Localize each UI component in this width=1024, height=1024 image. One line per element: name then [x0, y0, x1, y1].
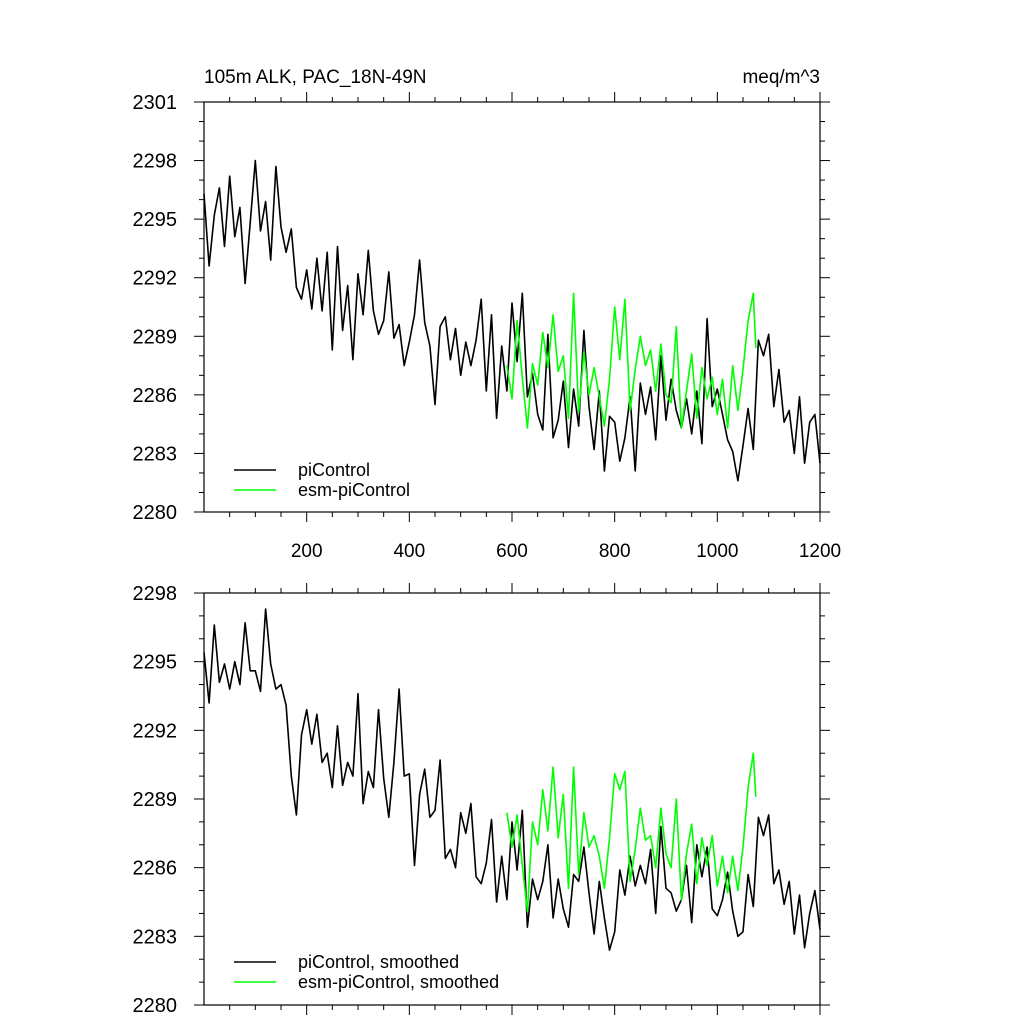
series-line-picontrol-smoothed — [203, 608, 821, 951]
legend-label-picontrol: piControl — [298, 460, 370, 480]
series-line-picontrol — [203, 159, 821, 482]
top-legend: piControl esm-piControl — [234, 460, 410, 500]
bottom-axis-ticks: 2280 2283 2286 2289 2292 2295 2298 — [133, 583, 830, 1017]
x-tick-label: 800 — [599, 541, 631, 562]
y-tick-label: 2283 — [133, 926, 178, 948]
x-tick-label: 600 — [496, 541, 528, 562]
y-tick-label: 2295 — [133, 652, 178, 674]
legend-label-esm-picontrol-smoothed: esm-piControl, smoothed — [298, 972, 499, 992]
x-tick-label: 1200 — [799, 541, 841, 562]
x-tick-label: 400 — [393, 541, 425, 562]
legend-label-esm-picontrol: esm-piControl — [298, 480, 410, 500]
top-plot-frame — [203, 101, 821, 513]
y-tick-label: 2280 — [133, 502, 178, 524]
y-tick-label: 2301 — [133, 92, 178, 114]
series-line-esm-picontrol — [506, 292, 757, 429]
top-title-left: 105m ALK, PAC_18N-49N — [204, 67, 427, 88]
top-axis-ticks: 200 400 600 800 1000 1200 2280 2283 2286 2289 2292… — [133, 92, 841, 562]
series-line-esm-picontrol-smoothed — [506, 752, 757, 913]
y-tick-label: 2286 — [133, 858, 178, 880]
y-tick-label: 2298 — [133, 151, 178, 173]
y-tick-label: 2283 — [133, 443, 178, 465]
bottom-plot-frame — [203, 592, 821, 1006]
x-tick-label: 1000 — [696, 541, 738, 562]
top-plot-area — [203, 159, 821, 482]
bottom-legend: piControl, smoothed esm-piControl, smoot… — [234, 952, 499, 992]
top-title-right: meq/m^3 — [742, 67, 820, 88]
y-tick-label: 2292 — [133, 720, 178, 742]
bottom-panel: 2280 2283 2286 2289 2292 2295 2298 piControl, … — [133, 583, 830, 1017]
y-tick-label: 2286 — [133, 385, 178, 407]
y-tick-label: 2292 — [133, 268, 178, 290]
legend-label-picontrol-smoothed: piControl, smoothed — [298, 952, 459, 972]
x-tick-label: 200 — [291, 541, 323, 562]
y-tick-label: 2280 — [133, 995, 178, 1017]
y-tick-label: 2289 — [133, 326, 178, 348]
y-tick-label: 2295 — [133, 209, 178, 231]
bottom-plot-area — [203, 608, 821, 951]
y-tick-label: 2298 — [133, 583, 178, 605]
y-tick-label: 2289 — [133, 789, 178, 811]
top-panel: 105m ALK, PAC_18N-49N meq/m^3 200 400 600 8… — [133, 67, 842, 562]
